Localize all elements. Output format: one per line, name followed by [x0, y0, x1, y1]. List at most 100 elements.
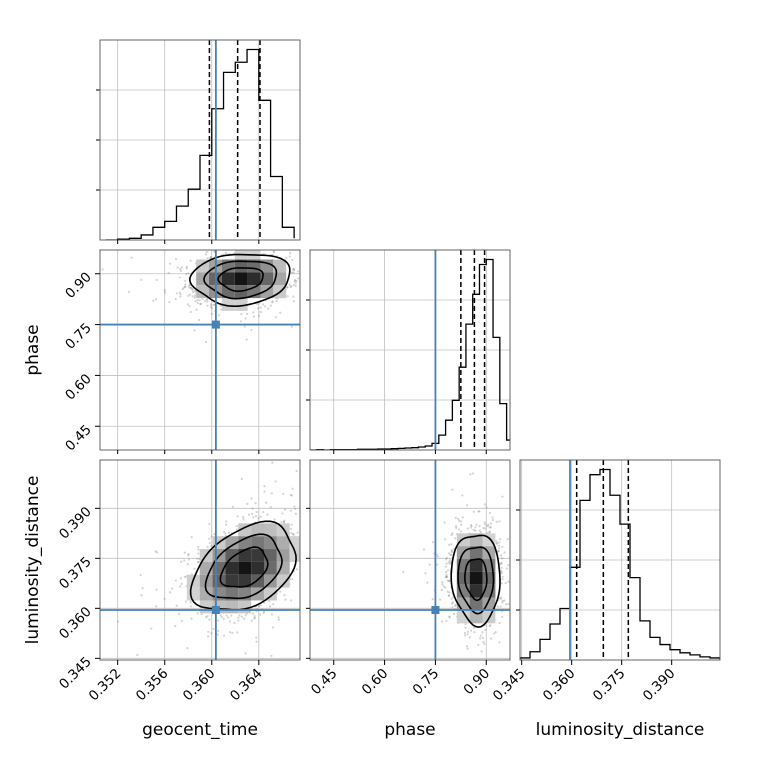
scatter-point	[155, 278, 158, 281]
scatter-point	[296, 270, 300, 273]
scatter-point	[244, 614, 247, 617]
scatter-point	[216, 633, 219, 636]
scatter-point	[441, 620, 444, 623]
scatter-point	[222, 531, 226, 534]
scatter-point	[179, 267, 182, 271]
scatter-point	[239, 320, 243, 323]
scatter-point	[282, 492, 285, 495]
scatter-point	[294, 512, 298, 515]
scatter-point	[189, 286, 193, 289]
scatter-point	[448, 579, 451, 583]
scatter-point	[259, 306, 262, 309]
density-cell	[234, 298, 248, 311]
scatter-point	[236, 515, 239, 518]
scatter-point	[185, 267, 188, 270]
scatter-point	[470, 524, 473, 527]
scatter-point	[501, 599, 504, 602]
scatter-point	[497, 550, 500, 553]
scatter-point	[210, 303, 213, 306]
scatter-point	[450, 550, 453, 553]
scatter-point	[235, 528, 238, 531]
axes-frame	[99, 249, 301, 451]
scatter-point	[451, 532, 454, 535]
scatter-point	[234, 707, 236, 709]
scatter-point	[177, 612, 180, 616]
scatter-point	[274, 240, 276, 242]
scatter-point	[212, 303, 215, 307]
scatter-point	[290, 527, 293, 530]
scatter-point	[484, 628, 487, 632]
scatter-point	[448, 562, 451, 565]
scatter-point	[252, 516, 255, 519]
x-tick-label: 0.356	[133, 666, 172, 705]
scatter-point	[448, 616, 451, 619]
scatter-point	[507, 580, 510, 583]
scatter-point	[272, 251, 276, 254]
scatter-point	[281, 512, 284, 515]
scatter-point	[290, 285, 293, 288]
histogram-geocent_time	[105, 48, 295, 240]
scatter-point	[155, 551, 159, 554]
scatter-point	[498, 641, 501, 644]
scatter-point	[402, 570, 405, 574]
scatter-point	[496, 549, 500, 553]
scatter-point	[295, 568, 298, 571]
scatter-point	[193, 294, 197, 297]
scatter-point	[499, 605, 502, 608]
scatter-point	[450, 549, 453, 552]
scatter-point	[501, 545, 504, 548]
scatter-point	[235, 525, 238, 528]
scatter-point	[290, 325, 293, 328]
scatter-point	[210, 544, 213, 547]
scatter-point	[210, 312, 213, 315]
scatter-point	[242, 518, 245, 521]
scatter-point	[184, 285, 187, 288]
scatter-point	[457, 528, 461, 531]
x-tick-label: 0.345	[490, 666, 529, 705]
scatter-point	[262, 510, 265, 514]
scatter-point	[473, 631, 476, 634]
scatter-point	[482, 640, 485, 644]
scatter-point	[174, 624, 177, 628]
y-tick-label: 0.45	[62, 422, 95, 455]
scatter-point	[268, 246, 270, 248]
scatter-point	[445, 558, 448, 561]
scatter-point	[218, 246, 220, 248]
density-cell	[225, 536, 239, 550]
scatter-point	[301, 533, 303, 535]
scatter-point	[500, 570, 503, 573]
joint-geocent_time-phase	[99, 240, 301, 451]
scatter-point	[295, 470, 298, 473]
scatter-point	[500, 561, 503, 564]
scatter-point	[479, 634, 482, 637]
scatter-point	[251, 612, 254, 615]
scatter-point	[180, 619, 183, 623]
x-tick-label: 0.75	[410, 666, 443, 699]
scatter-point	[270, 654, 273, 658]
scatter-point	[479, 531, 482, 534]
scatter-point	[197, 545, 200, 549]
scatter-point	[307, 547, 309, 549]
scatter-point	[206, 256, 209, 260]
scatter-point	[227, 531, 231, 534]
scatter-point	[154, 550, 157, 553]
density-cell	[263, 587, 277, 601]
scatter-point	[209, 256, 212, 260]
density-cell	[456, 571, 470, 585]
scatter-point	[489, 522, 492, 525]
scatter-point	[500, 582, 503, 585]
scatter-point	[197, 552, 200, 555]
scatter-point	[453, 604, 457, 607]
scatter-point	[217, 619, 220, 622]
scatter-point	[283, 593, 286, 597]
scatter-point	[461, 516, 464, 519]
scatter-point	[257, 314, 261, 317]
contour-line	[464, 558, 488, 602]
scatter-point	[440, 588, 443, 591]
contour-line	[219, 546, 269, 588]
scatter-point	[252, 311, 255, 314]
scatter-point	[277, 244, 279, 246]
scatter-point	[218, 314, 221, 317]
scatter-point	[290, 494, 294, 497]
joint-geocent_time-luminosity_distance	[99, 459, 309, 709]
